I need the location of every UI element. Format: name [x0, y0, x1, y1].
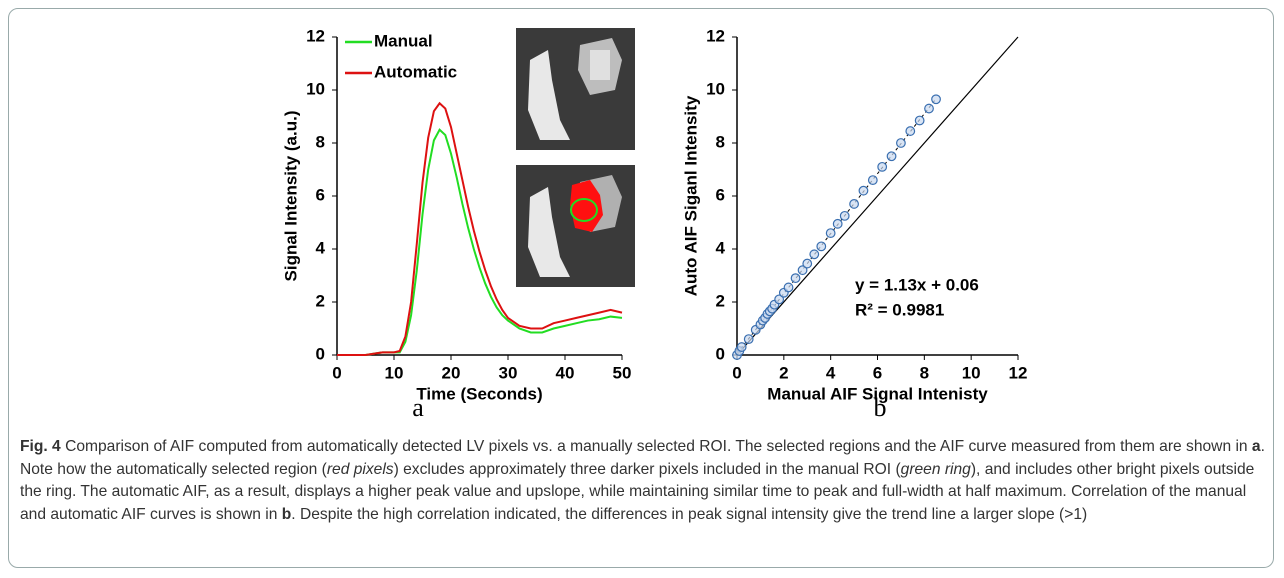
x-tick-label: 40 [556, 363, 575, 382]
scatter-point [826, 229, 835, 238]
annotation: R² = 0.9981 [855, 300, 944, 319]
x-tick-label: 10 [385, 363, 404, 382]
y-tick-label: 2 [716, 291, 725, 310]
scatter-point [744, 335, 753, 344]
scatter-point [869, 176, 878, 185]
legend-label: Automatic [374, 62, 457, 81]
y-tick-label: 2 [316, 291, 325, 310]
y-tick-label: 8 [316, 132, 325, 151]
caption-text: . Despite the high correlation indicated… [291, 506, 1087, 523]
y-tick-label: 12 [306, 26, 325, 45]
x-tick-label: 12 [1009, 363, 1028, 382]
scatter-point [803, 259, 812, 268]
x-axis-title: Time (Seconds) [416, 384, 542, 403]
y-tick-label: 12 [706, 26, 725, 45]
caption-text: Comparison of AIF computed from automati… [61, 438, 1252, 455]
x-tick-label: 4 [826, 363, 836, 382]
y-tick-label: 6 [716, 185, 725, 204]
y-tick-label: 0 [316, 344, 325, 363]
y-tick-label: 10 [306, 79, 325, 98]
scatter-point [932, 95, 941, 104]
x-tick-label: 30 [499, 363, 518, 382]
scatter-point [887, 152, 896, 161]
scatter-point [878, 163, 887, 172]
scatter-point [850, 200, 859, 209]
legend-label: Manual [374, 31, 433, 50]
caption: Fig. 4 Comparison of AIF computed from a… [20, 436, 1265, 526]
scatter-point [915, 116, 924, 125]
annotation: y = 1.13x + 0.06 [855, 275, 979, 294]
y-tick-label: 10 [706, 79, 725, 98]
scatter-point [897, 139, 906, 148]
x-tick-label: 6 [873, 363, 882, 382]
caption-text: ) excludes approximately three darker pi… [394, 461, 901, 478]
panel-label: b [874, 393, 887, 422]
panel-label: a [412, 393, 424, 422]
y-tick-label: 0 [716, 344, 725, 363]
y-axis-title: Auto AIF Siganl Intensity [681, 95, 700, 296]
mri-image [516, 28, 635, 150]
scatter-point [737, 343, 746, 352]
scatter-point [859, 186, 868, 195]
y-tick-label: 8 [716, 132, 725, 151]
x-tick-label: 0 [732, 363, 741, 382]
caption-emph: red pixels [327, 461, 394, 478]
panel-ref: b [282, 506, 292, 523]
x-tick-label: 50 [613, 363, 632, 382]
scatter-point [833, 220, 842, 229]
panel-ref: a [1252, 438, 1261, 455]
x-tick-label: 0 [332, 363, 341, 382]
y-tick-label: 4 [316, 238, 326, 257]
y-axis-title: Signal Intensity (a.u.) [281, 111, 300, 282]
figure-label: Fig. 4 [20, 438, 61, 455]
scatter-point [810, 250, 819, 259]
scatter-point [817, 242, 826, 251]
scatter-point [791, 274, 800, 283]
caption-emph: green ring [901, 461, 971, 478]
scatter-point [840, 212, 849, 221]
y-tick-label: 4 [716, 238, 726, 257]
mri-image-roi [516, 165, 635, 287]
y-tick-label: 6 [316, 185, 325, 204]
scatter-point [925, 104, 934, 113]
x-tick-label: 2 [779, 363, 788, 382]
x-tick-label: 20 [442, 363, 461, 382]
x-tick-label: 8 [920, 363, 929, 382]
x-tick-label: 10 [962, 363, 981, 382]
scatter-point [906, 127, 915, 136]
scatter-point [784, 283, 793, 292]
